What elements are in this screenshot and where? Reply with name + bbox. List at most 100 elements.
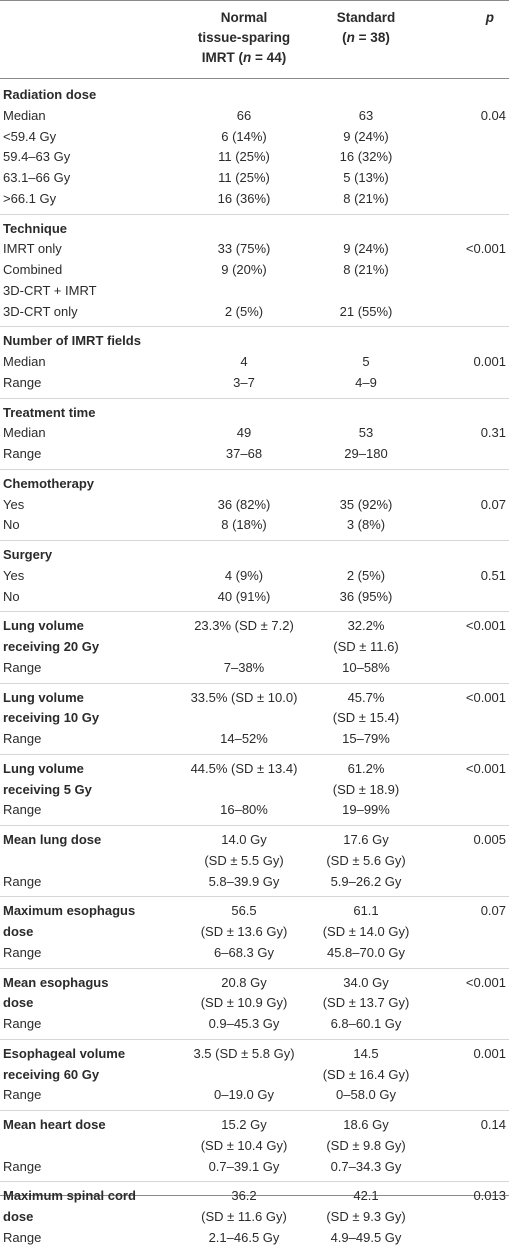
- metric-title-line1: Mean lung dose: [3, 832, 102, 847]
- range-label: Range: [3, 659, 42, 675]
- cell-standard: 4–9: [355, 374, 377, 390]
- row-label: 63.1–66 Gy: [3, 170, 71, 185]
- metric-title-line2: dose: [3, 995, 34, 1011]
- header-normal-line2: tissue-sparing: [197, 30, 291, 45]
- metric-title-line2: receiving 20 Gy: [3, 639, 100, 654]
- cell-standard: 16 (32%): [339, 149, 393, 165]
- cell-standard: 8 (21%): [343, 262, 389, 277]
- row-label: Yes: [3, 496, 25, 512]
- metric-title-line1: Mean heart dose: [3, 1117, 106, 1132]
- section-divider: [0, 1038, 509, 1040]
- row-label: No: [3, 588, 20, 604]
- cell-normal: 2 (5%): [224, 303, 264, 319]
- row-label: Range: [3, 374, 42, 390]
- range-standard: 0–58.0 Gy: [336, 1087, 396, 1103]
- metric-title-line2: dose: [3, 1209, 34, 1224]
- row-label: Range: [3, 446, 42, 461]
- cell-normal: 40 (91%): [217, 588, 271, 604]
- metric-standard-line2: (SD ± 9.8 Gy): [326, 1137, 406, 1153]
- row-label: Median: [3, 354, 46, 369]
- metric-p: 0.07: [480, 903, 506, 919]
- cell-normal: 4 (9%): [224, 567, 264, 583]
- cell-p: 0.04: [480, 107, 506, 123]
- metric-p: 0.005: [473, 832, 506, 847]
- cell-standard: 36 (95%): [339, 588, 393, 604]
- cell-p: 0.001: [473, 354, 506, 369]
- range-label: Range: [3, 731, 42, 746]
- cell-standard: 3 (8%): [346, 517, 386, 533]
- metric-normal-line1: 20.8 Gy: [221, 974, 267, 990]
- range-label: Range: [3, 1158, 42, 1174]
- row-label: >66.1 Gy: [3, 190, 57, 206]
- metric-normal-line2: (SD ± 10.4 Gy): [200, 1137, 288, 1153]
- metric-p: 0.001: [473, 1045, 506, 1061]
- section-divider: [0, 611, 509, 613]
- range-label: Range: [3, 873, 42, 889]
- range-label: Range: [3, 1229, 42, 1245]
- range-normal: 5.8–39.9 Gy: [208, 873, 280, 889]
- metric-title-line2: dose: [3, 924, 34, 939]
- cell-normal: 4: [240, 354, 248, 369]
- metric-title-line2: receiving 5 Gy: [3, 781, 92, 797]
- section-divider: [0, 540, 509, 541]
- metric-normal-line1: 14.0 Gy: [221, 832, 267, 847]
- metric-standard-line1: 14.5: [353, 1045, 379, 1061]
- metric-standard-line1: 17.6 Gy: [343, 832, 389, 847]
- cell-normal: 49: [236, 425, 252, 441]
- section-title: Technique: [3, 220, 68, 236]
- metric-title-line1: Lung volume: [3, 618, 84, 634]
- metric-standard-line2: (SD ± 11.6): [333, 639, 399, 654]
- metric-p: <0.001: [465, 974, 506, 990]
- range-standard: 5.9–26.2 Gy: [330, 873, 402, 889]
- row-label: 3D-CRT + IMRT: [3, 282, 97, 298]
- section-title: Number of IMRT fields: [3, 333, 141, 349]
- section-title: Radiation dose: [3, 87, 97, 102]
- range-normal: 7–38%: [223, 659, 265, 675]
- table-top-rule: [0, 0, 509, 1]
- cell-standard: 2 (5%): [346, 567, 386, 583]
- cell-p: 0.31: [480, 425, 506, 441]
- metric-standard-line2: (SD ± 5.6 Gy): [326, 852, 406, 868]
- cell-normal: 3–7: [233, 374, 255, 390]
- metric-title-line1: Esophageal volume: [3, 1045, 126, 1061]
- cell-standard: 9 (24%): [343, 128, 389, 144]
- row-label: 3D-CRT only: [3, 303, 78, 319]
- metric-normal-line2: (SD ± 5.5 Gy): [204, 852, 284, 868]
- range-standard: 19–99%: [342, 802, 390, 818]
- metric-p: <0.001: [465, 689, 506, 705]
- metric-standard-line2: (SD ± 14.0 Gy): [322, 924, 410, 939]
- row-label: Median: [3, 425, 46, 441]
- range-standard: 15–79%: [342, 731, 390, 746]
- cell-normal: 8 (18%): [221, 517, 267, 533]
- metric-p: <0.001: [465, 760, 506, 776]
- range-normal: 0.9–45.3 Gy: [208, 1016, 280, 1031]
- header-bottom-rule: [0, 78, 509, 79]
- section-title: Surgery: [3, 547, 53, 562]
- range-label: Range: [3, 1016, 42, 1031]
- row-label: Median: [3, 107, 46, 123]
- metric-normal-line1: 56.5: [231, 903, 257, 919]
- metric-normal-line2: (SD ± 11.6 Gy): [201, 1209, 287, 1224]
- metric-standard-line1: 61.2%: [347, 760, 385, 776]
- range-standard: 45.8–70.0 Gy: [326, 944, 406, 960]
- section-divider: [0, 468, 509, 470]
- metric-standard-line1: 45.7%: [347, 689, 385, 705]
- cell-normal: 33 (75%): [217, 241, 271, 257]
- cell-normal: 11 (25%): [218, 170, 270, 185]
- metric-standard-line2: (SD ± 16.4 Gy): [322, 1066, 410, 1082]
- section-divider: [0, 1181, 509, 1183]
- cell-standard: 29–180: [344, 446, 388, 461]
- metric-normal-line1: 33.5% (SD ± 10.0): [190, 689, 298, 705]
- section-divider: [0, 326, 509, 328]
- metric-normal-line1: 15.2 Gy: [221, 1117, 267, 1132]
- metric-title-line1: Maximum esophagus: [3, 903, 136, 919]
- section-title: Treatment time: [3, 404, 96, 420]
- metric-normal-line1: 44.5% (SD ± 13.4): [190, 760, 298, 776]
- metric-normal-line1: 36.2: [231, 1188, 257, 1204]
- section-divider: [0, 825, 509, 826]
- cell-normal: 6 (14%): [221, 128, 267, 144]
- range-normal: 16–80%: [220, 802, 268, 818]
- row-label: <59.4 Gy: [3, 128, 57, 144]
- metric-standard-line2: (SD ± 9.3 Gy): [326, 1209, 406, 1224]
